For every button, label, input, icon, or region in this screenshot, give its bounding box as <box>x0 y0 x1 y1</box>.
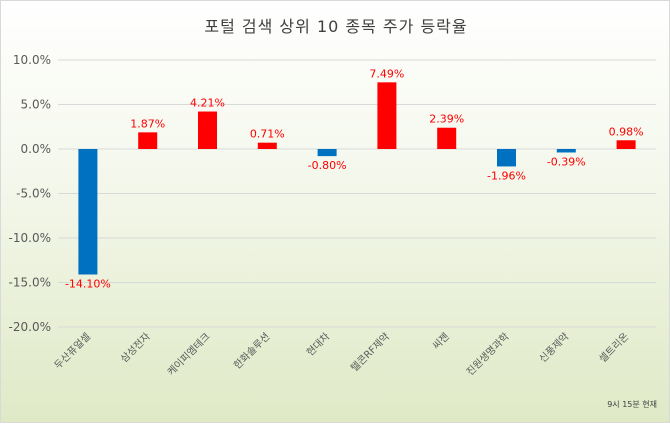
y-tick-label: 5.0% <box>21 98 52 112</box>
data-label: -0.39% <box>547 155 586 168</box>
data-label: 2.39% <box>429 113 464 126</box>
data-label: 0.98% <box>609 125 644 138</box>
data-label: 1.87% <box>130 117 165 130</box>
x-tick-label: 두산퓨얼셀 <box>52 331 93 372</box>
data-label: -1.96% <box>487 169 526 182</box>
x-tick-label: 셀트리온 <box>597 331 632 366</box>
bar <box>138 132 158 149</box>
x-tick-label: 현대차 <box>304 331 332 359</box>
bar <box>377 82 397 149</box>
chart-title: 포털 검색 상위 10 종목 주가 등락율 <box>204 17 468 36</box>
x-tick-label: 삼성전자 <box>118 331 153 366</box>
x-tick-label: 진원생명과학 <box>464 331 512 379</box>
data-label: 7.49% <box>369 67 404 80</box>
x-tick-label: 텔콘RF제약 <box>349 331 392 374</box>
data-label: -0.80% <box>308 159 347 172</box>
y-tick-label: 0.0% <box>21 142 52 156</box>
bar <box>556 149 576 153</box>
bar <box>317 149 337 157</box>
data-label: -14.10% <box>65 277 111 290</box>
timestamp-note: 9시 15분 현재 <box>607 400 657 409</box>
y-tick-label: -20.0% <box>9 320 51 334</box>
x-tick-label: 신풍제약 <box>537 331 572 366</box>
y-tick-label: 10.0% <box>13 53 51 67</box>
x-tick-label: 씨젠 <box>430 331 452 353</box>
data-label: 0.71% <box>250 128 285 141</box>
y-tick-label: -5.0% <box>16 187 51 201</box>
y-tick-label: -15.0% <box>9 276 51 290</box>
bar <box>437 127 457 149</box>
bar <box>616 140 636 149</box>
bar <box>497 149 516 167</box>
bar <box>198 111 217 149</box>
data-label: 4.21% <box>190 97 225 110</box>
y-tick-label: -10.0% <box>9 231 51 245</box>
x-tick-label: 한화솔루션 <box>231 331 272 372</box>
bar <box>78 149 98 275</box>
x-tick-label: 케이피엠테크 <box>165 331 213 379</box>
bar <box>257 142 277 149</box>
